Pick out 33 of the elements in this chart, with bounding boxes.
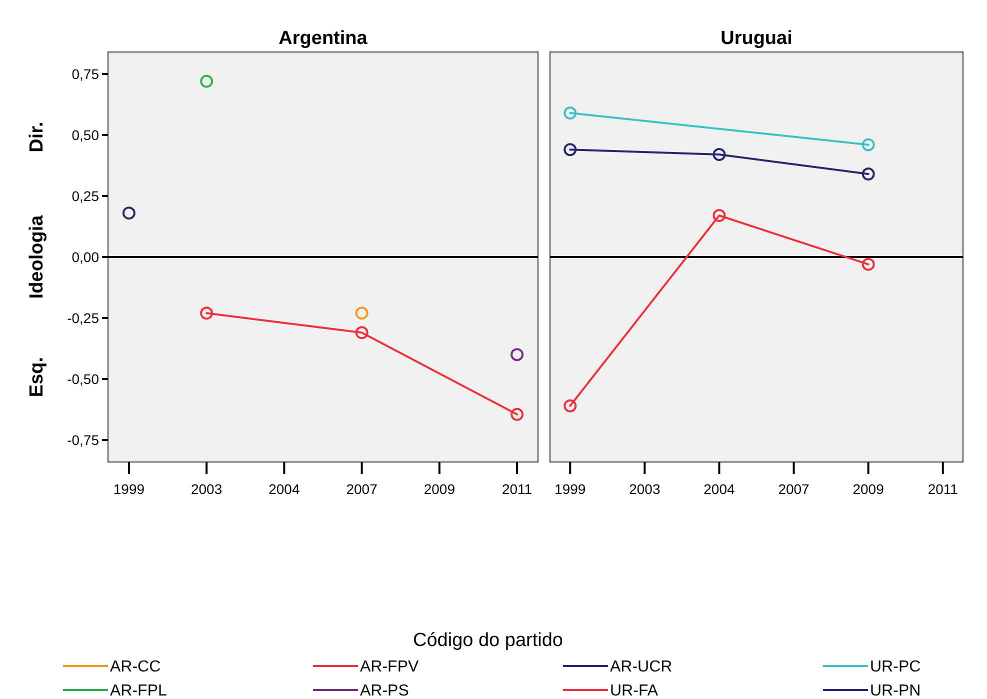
legend-label: AR-UCR [610, 658, 672, 676]
x-tick-label: 2011 [502, 481, 532, 497]
legend-label: UR-FA [610, 682, 658, 699]
chart-title: Argentina [278, 28, 368, 49]
x-tick-label: 2003 [629, 481, 660, 497]
chart-title: Uruguai [720, 28, 792, 49]
text: Dir. [26, 122, 48, 152]
x-tick-label: 2004 [268, 481, 300, 497]
y-tick-label: 0,50 [72, 126, 100, 143]
legend-label: AR-FPV [360, 658, 419, 676]
legend-label: UR-PN [870, 682, 921, 699]
legend-title: Código do partido [413, 630, 563, 651]
y-tick-label: -0,25 [67, 310, 100, 326]
x-tick-label: 1999 [113, 481, 145, 497]
x-tick-label: 2011 [928, 481, 958, 497]
legend-label: UR-PC [870, 658, 921, 676]
y-tick-label: 0,00 [72, 248, 100, 265]
x-tick-label: 2004 [704, 481, 736, 497]
legend-label: AR-FPL [110, 682, 167, 699]
y-tick-label: 0,25 [72, 188, 100, 204]
legend-label: AR-PS [360, 682, 409, 699]
legend-label: AR-CC [110, 658, 161, 676]
x-tick-label: 2009 [852, 481, 884, 497]
x-tick-label: 2009 [424, 481, 456, 497]
y-tick-label: 0,75 [72, 66, 100, 82]
text: Esq. [26, 356, 48, 398]
y-tick-label: -0,75 [67, 432, 100, 448]
y-tick-label: -0,50 [67, 370, 100, 387]
x-tick-label: 2007 [778, 481, 810, 497]
x-tick-label: 1999 [554, 481, 586, 497]
y-axis-title: Ideologia [26, 214, 48, 299]
x-tick-label: 2007 [346, 481, 378, 497]
x-tick-label: 2003 [190, 481, 222, 497]
